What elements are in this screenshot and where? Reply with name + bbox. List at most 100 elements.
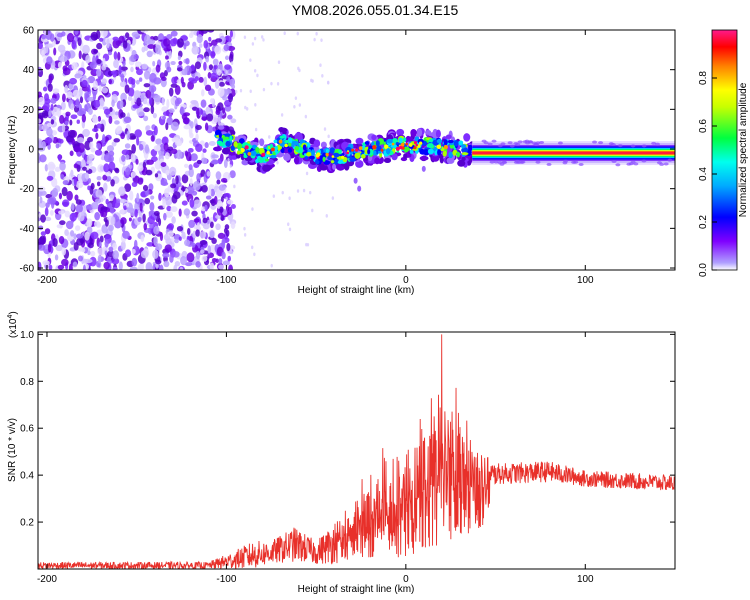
noise-speck bbox=[254, 127, 258, 132]
noise-blob bbox=[131, 143, 136, 154]
noise-speck bbox=[260, 35, 264, 39]
noise-blob bbox=[107, 51, 112, 56]
noise-blob bbox=[210, 188, 216, 197]
noise-blob bbox=[222, 95, 228, 101]
noise-blob bbox=[147, 216, 155, 225]
noise-blob bbox=[196, 222, 201, 231]
noise-blob bbox=[71, 138, 76, 146]
ridge-halo-blob bbox=[217, 125, 225, 130]
ridge-core-blob bbox=[427, 148, 434, 155]
noise-blob bbox=[92, 128, 99, 133]
noise-blob bbox=[93, 99, 101, 108]
colorbar-ticks: 0.0 0.2 0.4 0.6 0.8 bbox=[698, 71, 717, 277]
noise-blob bbox=[180, 76, 184, 85]
noise-blob bbox=[184, 66, 188, 76]
ridge-core-blob bbox=[238, 138, 245, 145]
noise-blob bbox=[195, 229, 200, 237]
noise-blob bbox=[208, 187, 212, 198]
noise-blob bbox=[200, 30, 209, 34]
noise-speck bbox=[253, 36, 257, 41]
noise-blob bbox=[150, 195, 155, 200]
steady-band-edge-blob bbox=[659, 162, 665, 166]
noise-blob bbox=[114, 111, 119, 116]
ridge-core-blob bbox=[376, 145, 382, 152]
noise-blob bbox=[153, 145, 161, 152]
ridge-core-blob bbox=[354, 152, 361, 159]
ridge-halo-blob bbox=[435, 129, 441, 138]
noise-speck bbox=[325, 214, 328, 218]
snr-scale-prefix: (x10 bbox=[8, 318, 19, 338]
noise-blob bbox=[58, 210, 65, 215]
steady-band-edge-blob bbox=[573, 160, 579, 164]
noise-blob bbox=[166, 66, 172, 73]
noise-blob bbox=[170, 30, 178, 37]
noise-blob bbox=[50, 119, 55, 125]
noise-blob bbox=[227, 114, 233, 120]
ridge-hot-spot bbox=[415, 143, 419, 147]
noise-blob bbox=[154, 160, 162, 170]
ridge-core-blob bbox=[456, 151, 461, 158]
noise-speck bbox=[311, 208, 314, 213]
noise-blob bbox=[164, 152, 170, 160]
noise-blob bbox=[113, 59, 119, 69]
noise-blob bbox=[111, 99, 115, 108]
noise-blob bbox=[207, 245, 211, 254]
ridge-core-blob bbox=[302, 144, 307, 151]
noise-blob bbox=[163, 260, 170, 268]
noise-blob bbox=[89, 61, 97, 69]
noise-blob bbox=[87, 185, 91, 191]
noise-blob bbox=[160, 76, 167, 82]
noise-blob bbox=[174, 98, 180, 107]
noise-blob bbox=[226, 242, 231, 252]
noise-blob bbox=[154, 173, 159, 178]
colorbar-gradient bbox=[712, 30, 737, 270]
noise-blob bbox=[63, 55, 68, 62]
noise-blob bbox=[144, 144, 150, 154]
noise-blob bbox=[38, 118, 42, 124]
noise-blob bbox=[200, 99, 207, 108]
noise-blob bbox=[119, 99, 124, 109]
noise-blob bbox=[184, 262, 193, 267]
steady-band-edge-blob bbox=[651, 141, 657, 145]
noise-blob bbox=[175, 175, 179, 185]
noise-blob bbox=[138, 111, 145, 116]
ridge-core-blob bbox=[284, 139, 290, 144]
noise-blob bbox=[228, 93, 233, 103]
ridge-core-blob bbox=[385, 147, 391, 155]
noise-blob bbox=[117, 51, 121, 61]
noise-speck bbox=[272, 194, 276, 198]
steady-band-edge-blob bbox=[491, 139, 497, 143]
noise-blob bbox=[46, 56, 53, 65]
noise-blob bbox=[119, 81, 127, 88]
noise-blob bbox=[81, 44, 90, 55]
noise-blob bbox=[172, 191, 181, 200]
noise-speck bbox=[302, 188, 306, 193]
noise-speck bbox=[249, 89, 252, 94]
noise-blob bbox=[201, 255, 208, 262]
noise-blob bbox=[171, 76, 178, 85]
noise-blob bbox=[153, 125, 158, 136]
noise-blob bbox=[206, 113, 214, 122]
noise-blob bbox=[186, 227, 191, 235]
noise-speck bbox=[288, 196, 291, 201]
noise-speck bbox=[253, 252, 256, 257]
noise-speck bbox=[276, 160, 279, 165]
noise-blob bbox=[94, 149, 103, 156]
ridge-halo-blob bbox=[407, 136, 413, 141]
ridge-halo-blob bbox=[403, 153, 408, 159]
ridge-hot-spot bbox=[413, 141, 418, 145]
ridge-hot-spot bbox=[400, 142, 405, 147]
noise-blob bbox=[84, 172, 90, 180]
noise-speck bbox=[262, 38, 265, 42]
noise-blob bbox=[194, 76, 199, 82]
ridge-halo-blob bbox=[343, 161, 350, 171]
noise-blob bbox=[50, 97, 57, 104]
noise-blob bbox=[108, 79, 113, 85]
noise-blob bbox=[60, 173, 65, 180]
noise-speck bbox=[249, 58, 252, 62]
noise-blob bbox=[158, 218, 162, 226]
noise-blob bbox=[152, 249, 159, 259]
noise-blob bbox=[58, 154, 62, 162]
ridge-halo-blob bbox=[330, 140, 335, 150]
